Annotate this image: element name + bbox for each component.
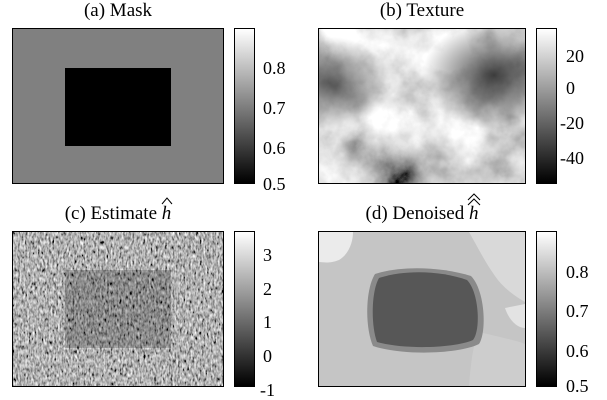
estimate-colorbar-tick: 1	[263, 312, 272, 332]
denoised-image	[318, 231, 526, 387]
estimate-colorbar-tick: -1	[260, 380, 275, 400]
mask-colorbar	[234, 28, 255, 184]
hat-accent-icon	[161, 197, 173, 205]
denoised-field	[319, 232, 525, 386]
estimate-colorbar-tick: 0	[263, 346, 272, 366]
texture-colorbar-tick: -20	[560, 113, 584, 133]
estimate-colorbar-tick: 3	[263, 245, 272, 265]
estimate-image	[12, 231, 224, 387]
estimate-noise-field	[13, 232, 223, 386]
mask-image	[12, 28, 224, 184]
mask-black-rectangle	[65, 68, 171, 146]
panel-a-title: (a) Mask	[83, 0, 153, 21]
denoised-colorbar-tick: 0.6	[566, 341, 589, 361]
double-hat-accent-icon	[467, 193, 481, 206]
texture-colorbar-tick: 0	[566, 78, 575, 98]
mask-colorbar-tick: 0.7	[263, 98, 286, 118]
panel-c-title: (c) Estimate h	[12, 197, 224, 225]
texture-field	[319, 29, 525, 183]
texture-colorbar-tick: -40	[560, 148, 584, 168]
panel-c-title-text: (c) Estimate	[64, 203, 158, 224]
h-symbol: h	[468, 203, 479, 224]
estimate-colorbar-tick: 2	[263, 279, 272, 299]
texture-image	[318, 28, 526, 184]
texture-colorbar-tick: 20	[566, 46, 584, 66]
denoised-colorbar	[536, 231, 557, 387]
denoised-colorbar-tick: 0.8	[566, 262, 589, 282]
estimate-colorbar	[234, 231, 255, 387]
panel-d-title-text: (d) Denoised	[365, 203, 465, 224]
panel-d-title: (d) Denoised h	[318, 193, 526, 225]
mask-colorbar-tick: 0.8	[263, 58, 286, 78]
panel-b-title: (b) Texture	[379, 0, 465, 21]
h-hat-symbol: h	[161, 197, 173, 225]
h-double-hat-symbol: h	[467, 193, 481, 225]
mask-colorbar-tick: 0.6	[263, 138, 286, 158]
denoised-colorbar-tick: 0.5	[566, 376, 589, 396]
h-symbol: h	[161, 203, 172, 224]
denoised-colorbar-tick: 0.7	[566, 301, 589, 321]
texture-colorbar	[536, 28, 557, 184]
mask-colorbar-tick: 0.5	[263, 174, 286, 194]
